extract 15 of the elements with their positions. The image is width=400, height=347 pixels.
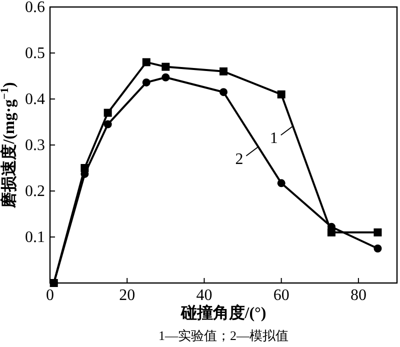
x-tick-label: 40 [196,287,212,304]
x-tick-label: 0 [46,287,54,304]
x-tick-label: 20 [119,287,136,304]
y-tick-label: 0.1 [25,229,45,246]
x-tick-label: 60 [273,287,290,304]
text: 1—实验值；2—模拟值 [158,328,288,343]
y-tick-label: 0.3 [25,137,45,154]
y-tick-label: 0.5 [25,45,45,62]
x-axis-title: 碰撞角度/(°) [180,303,266,322]
annotation: 1 [270,130,278,148]
y-tick-label: 0.2 [25,183,45,200]
x-tick-label: 80 [350,287,366,304]
y-tick-label: 0.6 [25,0,45,16]
annotation: 2 [235,150,244,168]
y-tick-label: 0.4 [25,91,45,108]
